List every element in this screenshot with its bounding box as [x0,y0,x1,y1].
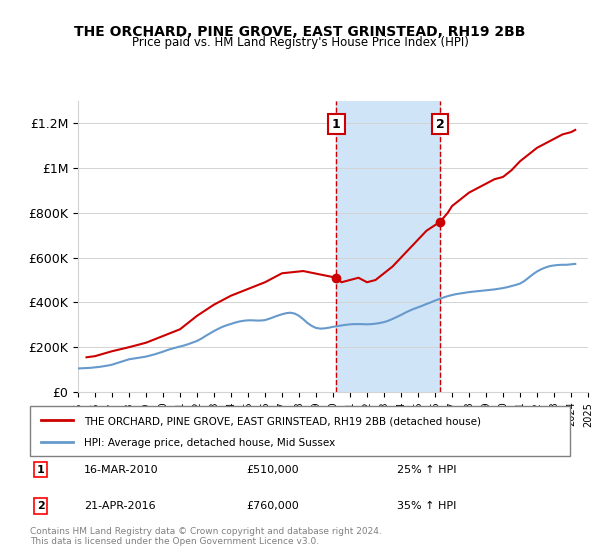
Bar [337,101,440,392]
Text: 2: 2 [436,118,445,130]
Text: THE ORCHARD, PINE GROVE, EAST GRINSTEAD, RH19 2BB: THE ORCHARD, PINE GROVE, EAST GRINSTEAD,… [74,25,526,39]
Text: £510,000: £510,000 [246,465,299,475]
Text: £760,000: £760,000 [246,501,299,511]
Text: 2: 2 [37,501,44,511]
Text: Contains HM Land Registry data © Crown copyright and database right 2024.
This d: Contains HM Land Registry data © Crown c… [30,526,382,546]
Text: THE ORCHARD, PINE GROVE, EAST GRINSTEAD, RH19 2BB (detached house): THE ORCHARD, PINE GROVE, EAST GRINSTEAD,… [84,416,481,426]
Text: 21-APR-2016: 21-APR-2016 [84,501,155,511]
FancyBboxPatch shape [30,406,570,456]
Text: 16-MAR-2010: 16-MAR-2010 [84,465,158,475]
Text: 1: 1 [37,465,44,475]
Text: HPI: Average price, detached house, Mid Sussex: HPI: Average price, detached house, Mid … [84,438,335,449]
Text: 25% ↑ HPI: 25% ↑ HPI [397,465,457,475]
Text: Price paid vs. HM Land Registry's House Price Index (HPI): Price paid vs. HM Land Registry's House … [131,36,469,49]
Text: 35% ↑ HPI: 35% ↑ HPI [397,501,457,511]
Text: 1: 1 [332,118,341,130]
